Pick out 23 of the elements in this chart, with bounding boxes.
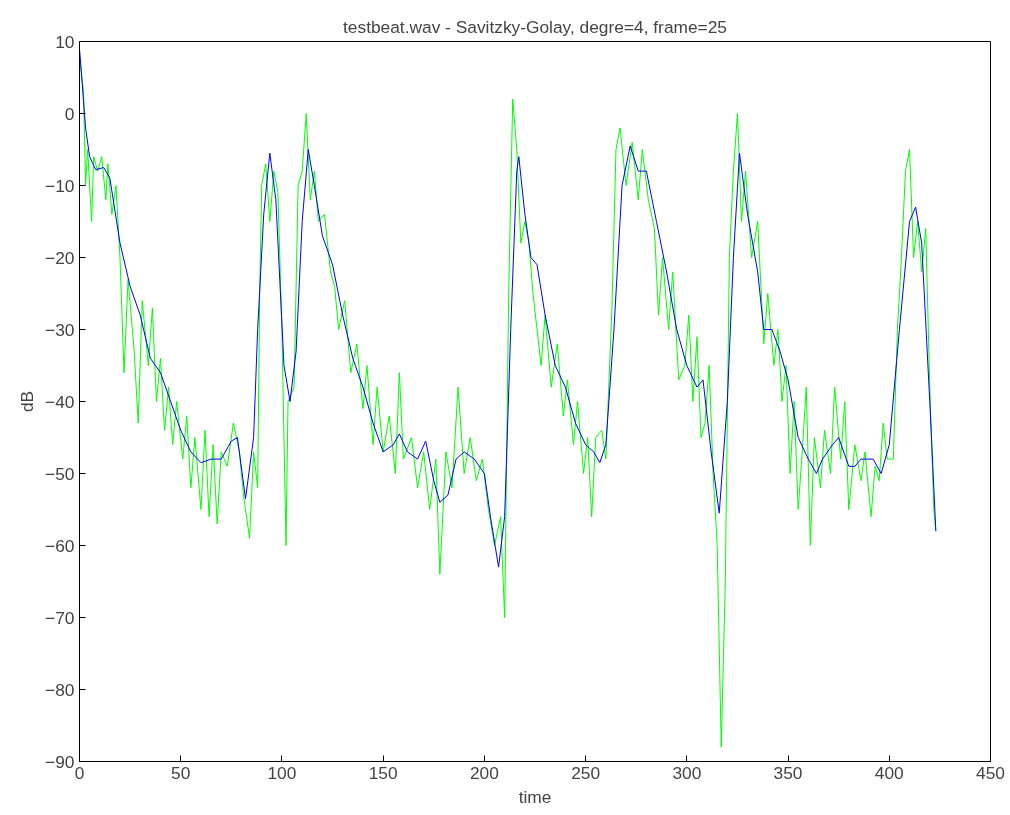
x-tick-label: 250 [571, 762, 601, 783]
y-tick-label: 0 [64, 103, 75, 124]
x-tick-label: 50 [171, 762, 191, 783]
y-tick-label: −30 [45, 319, 75, 340]
y-tick-label: −20 [45, 247, 75, 268]
y-axis-title: dB [17, 390, 38, 413]
y-tick-label: 10 [55, 31, 75, 52]
y-tick-label: −40 [45, 391, 75, 412]
y-tick-label: −80 [45, 679, 75, 700]
x-tick-label: 150 [368, 762, 398, 783]
y-tick-label: −70 [45, 607, 75, 628]
y-tick-label: −50 [45, 463, 75, 484]
x-tick-label: 400 [874, 762, 904, 783]
x-tick-label: 350 [773, 762, 803, 783]
x-tick-label: 200 [469, 762, 499, 783]
y-tick-label: −60 [45, 535, 75, 556]
x-tick-label: 300 [672, 762, 702, 783]
y-tick-label: −10 [45, 175, 75, 196]
chart-title: testbeat.wav - Savitzky-Golay, degre=4, frame=25 [343, 16, 727, 37]
x-tick-label: 450 [976, 762, 1005, 783]
x-axis-title: time [518, 786, 552, 807]
x-tick-label: 100 [267, 762, 297, 783]
y-tick-label: −90 [45, 751, 75, 772]
